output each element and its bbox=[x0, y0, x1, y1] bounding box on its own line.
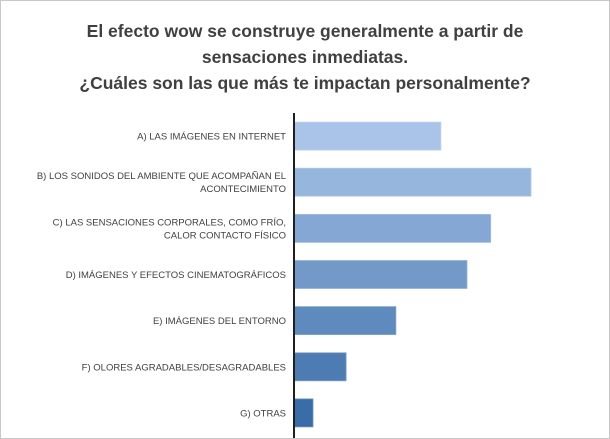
bar-a bbox=[293, 121, 442, 151]
category-label-e: E) IMÁGENES DEL ENTORNO bbox=[153, 316, 286, 327]
category-label-g: G) OTRAS bbox=[240, 408, 286, 419]
category-label-line: ACONTECIMIENTO bbox=[200, 184, 286, 195]
category-label-line: C) LAS SENSACIONES CORPORALES, COMO FRÍO… bbox=[53, 217, 286, 228]
category-label-line: A) LAS IMÁGENES EN INTERNET bbox=[137, 132, 286, 143]
bar-g bbox=[293, 398, 314, 428]
bar-c bbox=[293, 213, 492, 243]
category-label-line: CALOR CONTACTO FÍSICO bbox=[164, 230, 286, 241]
category-label-line: D) IMÁGENES Y EFECTOS CINEMATOGRÁFICOS bbox=[66, 270, 286, 281]
bar-f bbox=[293, 352, 347, 382]
chart-title-line-3: ¿Cuáles son las que más te impactan pers… bbox=[79, 73, 531, 93]
category-label-d: D) IMÁGENES Y EFECTOS CINEMATOGRÁFICOS bbox=[66, 270, 286, 281]
category-label-line: F) OLORES AGRADABLES/DESAGRADABLES bbox=[82, 362, 286, 373]
chart-title-line-2: sensaciones inmediatas. bbox=[201, 47, 409, 67]
chart-title: El efecto wow se construye generalmente … bbox=[1, 18, 609, 96]
category-label-line: B) LOS SONIDOS DEL AMBIENTE QUE ACOMPAÑA… bbox=[37, 171, 286, 182]
category-label-a: A) LAS IMÁGENES EN INTERNET bbox=[137, 132, 286, 143]
category-label-line: E) IMÁGENES DEL ENTORNO bbox=[153, 316, 286, 327]
category-label-f: F) OLORES AGRADABLES/DESAGRADABLES bbox=[82, 362, 286, 373]
bar-b bbox=[293, 167, 532, 197]
category-label-line: G) OTRAS bbox=[240, 408, 286, 419]
chart-title-line-1: El efecto wow se construye generalmente … bbox=[86, 21, 524, 41]
category-label-b: B) LOS SONIDOS DEL AMBIENTE QUE ACOMPAÑA… bbox=[37, 171, 286, 195]
bar-e bbox=[293, 306, 397, 336]
bar-d bbox=[293, 260, 468, 289]
category-label-c: C) LAS SENSACIONES CORPORALES, COMO FRÍO… bbox=[53, 217, 286, 241]
